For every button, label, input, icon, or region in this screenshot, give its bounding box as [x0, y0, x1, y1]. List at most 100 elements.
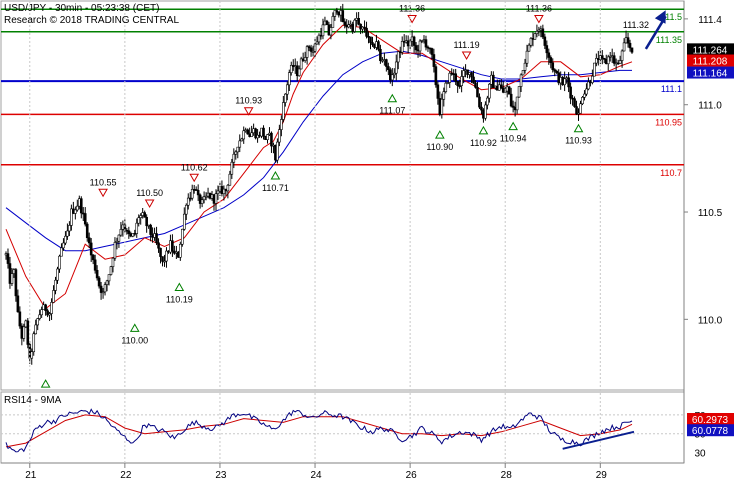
candle-body — [52, 290, 55, 303]
candle-body — [379, 48, 382, 61]
candle-body — [329, 27, 333, 36]
chart-title: USD/JPY - 30min - 05:23:38 (CET) — [4, 3, 159, 14]
candle-body — [547, 52, 551, 58]
candle-body — [159, 247, 162, 257]
candle-body — [396, 51, 400, 63]
candle-body — [583, 93, 586, 98]
swing-high-marker — [461, 51, 472, 60]
rsi-badge — [687, 413, 734, 426]
candle-body — [109, 266, 113, 275]
candle-body — [99, 285, 103, 293]
candle-body — [488, 83, 491, 99]
candle-body — [186, 197, 190, 206]
swing-low-label: 110.71 — [262, 183, 289, 193]
candle-body — [353, 19, 356, 32]
rsi-panel-frame — [0, 391, 685, 464]
candle-body — [74, 209, 77, 214]
rsi-title: RSI14 - 9MA — [4, 395, 62, 406]
candle-body — [22, 326, 26, 339]
candle-body — [115, 240, 119, 243]
swing-low-marker — [174, 282, 185, 292]
candle-body — [630, 47, 634, 53]
time-tick-label: 24 — [310, 470, 322, 480]
candle-body — [591, 75, 594, 83]
candle-body — [188, 197, 192, 200]
swing-markers: 110.00 110.19 110.55 110.50 110.62 110.93 110.… — [40, 3, 649, 388]
candle-body — [48, 313, 51, 316]
candle-body — [606, 56, 610, 65]
candle-body — [60, 247, 63, 257]
candle-body — [289, 65, 293, 73]
rsi-badge — [687, 424, 734, 437]
candle-body — [117, 234, 121, 242]
candle-body — [448, 72, 452, 83]
swing-low-label: 110.93 — [565, 136, 592, 146]
candle-body — [240, 138, 244, 142]
swing-low-marker — [573, 123, 584, 133]
candle-body — [105, 280, 109, 285]
candle-body — [543, 36, 547, 46]
candle-body — [335, 10, 339, 13]
candle-body — [545, 45, 549, 54]
swing-low-label: 110.94 — [500, 134, 527, 144]
candle-body — [555, 70, 559, 73]
fast-ma-line — [5, 24, 633, 310]
candle-body — [226, 184, 230, 192]
candle-body — [486, 97, 489, 106]
candle-body — [612, 55, 616, 64]
candle-body — [198, 194, 202, 204]
level-label: 111.35 — [656, 35, 682, 45]
price-tick-label: 110.5 — [698, 208, 723, 219]
candle-body — [70, 208, 73, 226]
price-badge-label: 111.264 — [693, 45, 728, 56]
candle-body — [436, 84, 440, 99]
swing-low-marker — [434, 130, 445, 139]
target-label: 111.32 — [623, 20, 649, 30]
candle-body — [503, 90, 507, 93]
candle-body — [587, 81, 590, 90]
candle-body — [280, 119, 283, 130]
candle-body — [535, 31, 539, 35]
level-label: 110.95 — [655, 117, 682, 127]
candle-body — [626, 37, 630, 44]
candle-body — [76, 205, 79, 211]
candle-body — [432, 54, 436, 67]
candle-body — [236, 146, 240, 153]
candle-body — [347, 24, 351, 28]
candle-body — [517, 86, 521, 98]
candle-body — [46, 310, 49, 316]
candle-body — [602, 58, 606, 60]
slow-ma-line — [5, 50, 632, 252]
candle-body — [103, 284, 107, 293]
time-tick-label: 22 — [120, 470, 132, 480]
swing-low-marker — [478, 125, 489, 135]
candle-body — [181, 228, 184, 245]
candle-body — [40, 309, 43, 316]
candle-body — [155, 233, 158, 244]
candle-body — [365, 27, 368, 37]
swing-low-marker — [270, 170, 281, 180]
candle-body — [390, 74, 394, 81]
candle-body — [230, 161, 234, 175]
candle-body — [14, 269, 18, 297]
candle-body — [595, 58, 598, 64]
candle-body — [202, 196, 206, 201]
rsi-badge-label: 60.2973 — [692, 415, 729, 426]
candle-body — [446, 82, 450, 84]
candle-body — [68, 225, 71, 232]
candle-body — [444, 82, 448, 92]
candle-body — [363, 26, 366, 29]
candle-body — [480, 106, 483, 111]
candle-body — [474, 82, 477, 88]
candle-body — [400, 41, 404, 53]
swing-low-marker — [387, 93, 398, 103]
candle-body — [509, 93, 513, 107]
swing-high-label: 110.93 — [235, 96, 262, 106]
swing-high-marker — [407, 14, 417, 24]
swing-high-marker — [189, 173, 200, 183]
candle-body — [143, 212, 146, 218]
candle-body — [79, 198, 83, 214]
candle-body — [91, 254, 95, 261]
